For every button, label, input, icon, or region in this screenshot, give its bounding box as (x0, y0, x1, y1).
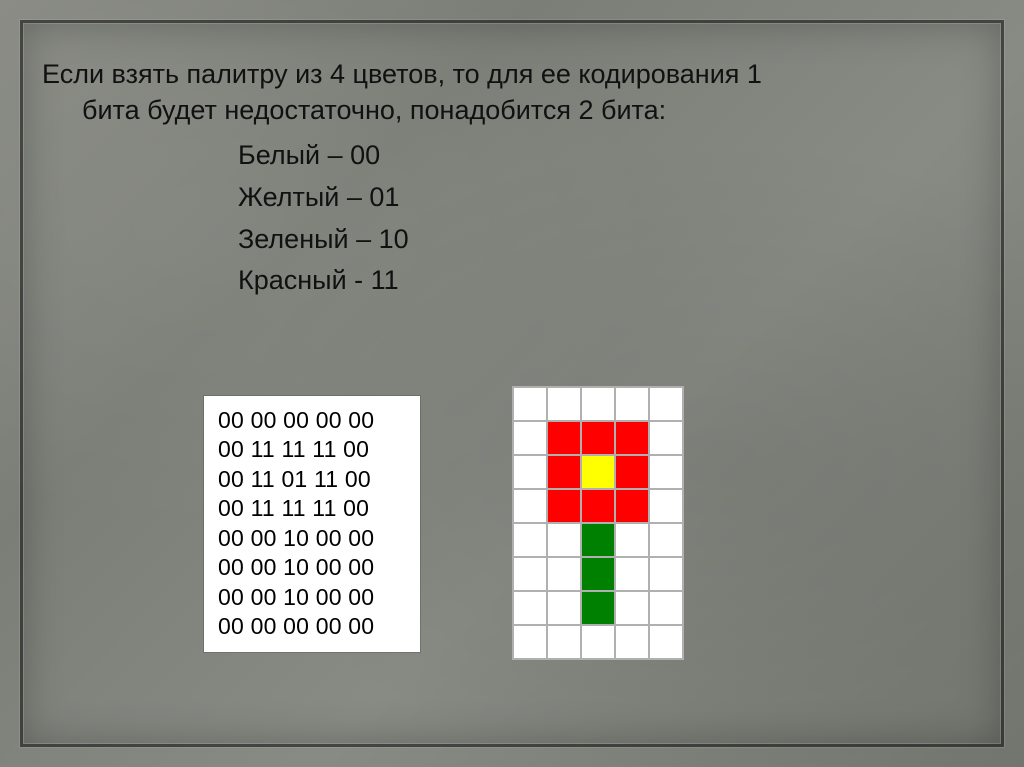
pixel-cell (548, 490, 580, 522)
color-code-item: Зеленый – 10 (238, 219, 984, 261)
pixel-cell (514, 490, 546, 522)
pixel-cell (582, 558, 614, 590)
pixel-cell (548, 388, 580, 420)
pixel-cell (548, 422, 580, 454)
pixel-cell (548, 626, 580, 658)
pixel-cell (650, 388, 682, 420)
pixel-cell (514, 626, 546, 658)
pixel-cell (582, 422, 614, 454)
pixel-cell (616, 490, 648, 522)
pixel-cell (514, 422, 546, 454)
pixel-cell (548, 524, 580, 556)
pixel-cell (616, 456, 648, 488)
bit-row: 00 00 10 00 00 (218, 524, 408, 553)
pixel-cell (650, 490, 682, 522)
intro-line-2: бита будет недостаточно, понадобится 2 б… (42, 92, 984, 128)
pixel-cell (650, 422, 682, 454)
bit-row: 00 00 10 00 00 (218, 583, 408, 612)
color-code-item: Желтый – 01 (238, 177, 984, 219)
pixel-cell (650, 626, 682, 658)
pixel-cell (582, 592, 614, 624)
bit-matrix: 00 00 00 00 00 00 11 11 11 00 00 11 01 1… (204, 396, 420, 652)
pixel-cell (548, 558, 580, 590)
color-code-item: Белый – 00 (238, 135, 984, 177)
intro-line-1: Если взять палитру из 4 цветов, то для е… (42, 56, 984, 92)
pixel-cell (616, 592, 648, 624)
pixel-cell (582, 388, 614, 420)
bit-row: 00 11 11 11 00 (218, 494, 408, 523)
pixel-cell (548, 456, 580, 488)
pixel-cell (616, 422, 648, 454)
pixel-cell (582, 626, 614, 658)
pixel-cell (616, 558, 648, 590)
pixel-cell (616, 524, 648, 556)
pixel-cell (616, 626, 648, 658)
intro-text: Если взять палитру из 4 цветов, то для е… (40, 56, 984, 129)
pixel-cell (514, 524, 546, 556)
bit-row: 00 00 00 00 00 (218, 406, 408, 435)
pixel-cell (650, 558, 682, 590)
pixel-cell (650, 524, 682, 556)
slide-content: Если взять палитру из 4 цветов, то для е… (40, 56, 984, 302)
pixel-cell (582, 490, 614, 522)
pixel-cell (514, 558, 546, 590)
pixel-cell (616, 388, 648, 420)
pixel-cell (514, 592, 546, 624)
pixel-cell (582, 524, 614, 556)
pixel-cell (514, 388, 546, 420)
pixel-cell (650, 456, 682, 488)
bit-row: 00 11 11 11 00 (218, 435, 408, 464)
color-code-list: Белый – 00 Желтый – 01 Зеленый – 10 Крас… (40, 135, 984, 302)
bit-row: 00 00 00 00 00 (218, 612, 408, 641)
pixel-cell (514, 456, 546, 488)
pixel-cell (582, 456, 614, 488)
color-code-item: Красный - 11 (238, 260, 984, 302)
pixel-cell (650, 592, 682, 624)
pixel-grid (512, 386, 684, 660)
bit-row: 00 00 10 00 00 (218, 553, 408, 582)
pixel-cell (548, 592, 580, 624)
bit-row: 00 11 01 11 00 (218, 465, 408, 494)
